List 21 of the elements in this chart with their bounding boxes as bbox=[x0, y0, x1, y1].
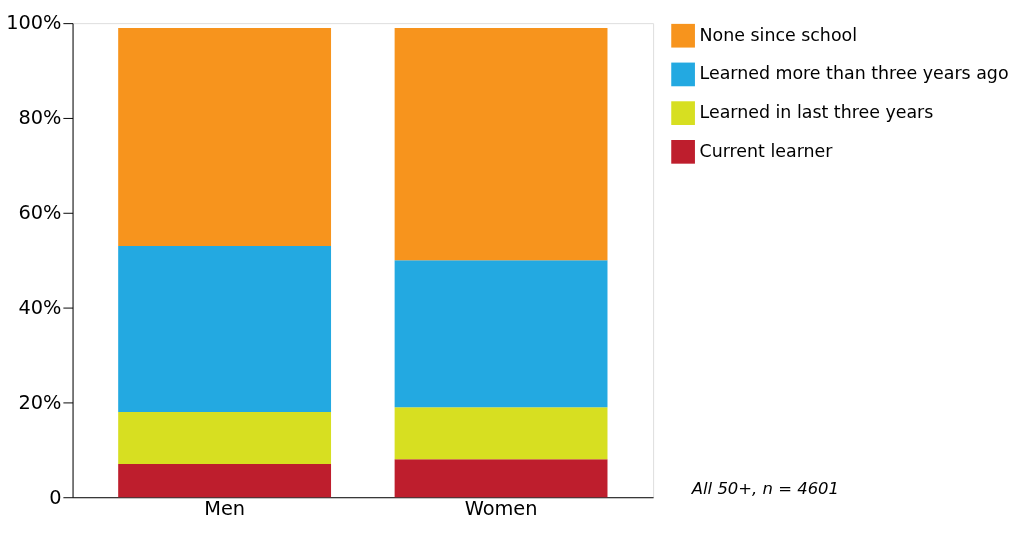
text: All 50+, n = 4601 bbox=[690, 479, 840, 499]
bar bbox=[118, 27, 332, 246]
bar bbox=[394, 260, 608, 408]
legend-label: Current learner bbox=[699, 140, 834, 161]
x-tick-label: Women bbox=[464, 497, 538, 521]
x-tick-label: Men bbox=[204, 497, 246, 521]
y-tick-label: 60% bbox=[18, 201, 62, 225]
bar bbox=[118, 411, 332, 465]
bar bbox=[118, 464, 332, 498]
y-tick-label: 0 bbox=[49, 485, 62, 509]
legend-label: Learned in last three years bbox=[699, 101, 934, 122]
y-tick-label: 20% bbox=[18, 390, 62, 414]
bar bbox=[394, 27, 608, 261]
legend-label: None since school bbox=[699, 24, 858, 45]
y-tick-label: 40% bbox=[18, 295, 62, 319]
bar bbox=[394, 459, 608, 498]
legend-label: Learned more than three years ago bbox=[699, 63, 1009, 84]
y-tick-label: 80% bbox=[18, 106, 62, 130]
bar bbox=[394, 407, 608, 460]
y-tick-label: 100% bbox=[6, 11, 62, 35]
bar bbox=[118, 245, 332, 412]
